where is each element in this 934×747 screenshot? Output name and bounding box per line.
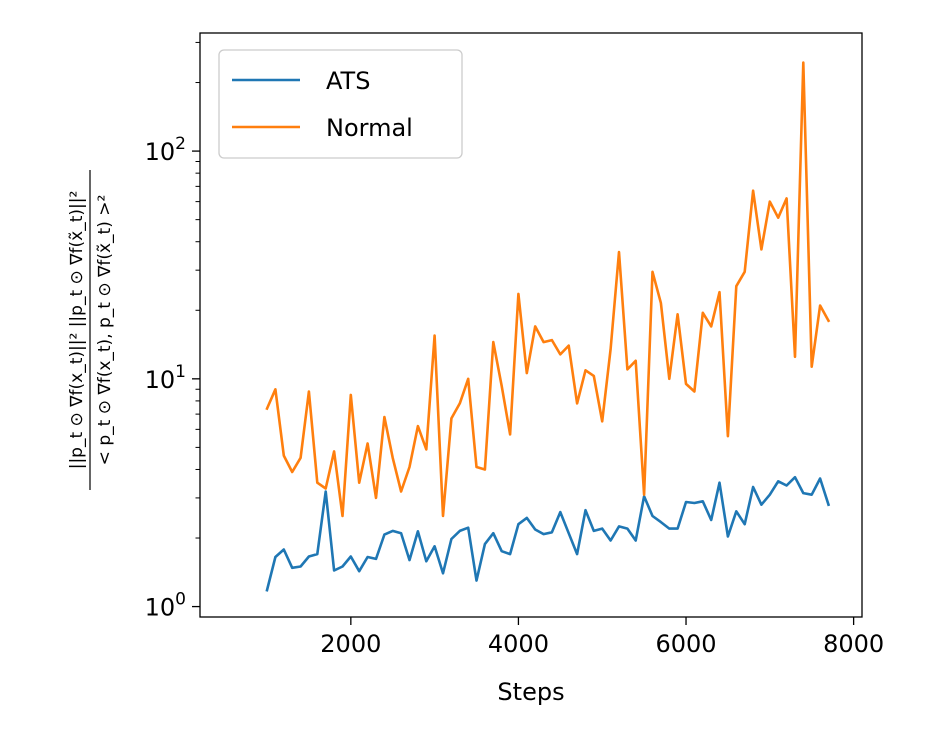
y-tick-label: 101 <box>145 362 186 394</box>
y-axis-label: ||p_t ⊙ ∇f(x_t)||² ||p_t ⊙ ∇f(x̃_t)||² <… <box>67 170 115 490</box>
series-line-ats <box>265 475 831 592</box>
y-axis-label-denominator: < p_t ⊙ ∇f(x_t), p_t ⊙ ∇f(x̃_t) >² <box>95 195 115 466</box>
legend: ATS Normal <box>218 49 463 159</box>
series-layer <box>265 61 831 592</box>
x-tick-label: 4000 <box>488 630 549 658</box>
x-tick-label: 6000 <box>655 630 716 658</box>
legend-label-normal: Normal <box>326 114 413 142</box>
y-tick-label: 102 <box>145 134 186 166</box>
series-line-normal <box>265 61 831 518</box>
legend-box <box>218 49 463 159</box>
plot-frame <box>199 32 863 618</box>
legend-label-ats: ATS <box>326 67 370 95</box>
x-axis-label: Steps <box>497 678 564 706</box>
y-tick-label: 100 <box>145 590 186 622</box>
x-tick-label: 8000 <box>823 630 884 658</box>
x-tick-label: 2000 <box>320 630 381 658</box>
y-axis-label-numerator: ||p_t ⊙ ∇f(x_t)||² ||p_t ⊙ ∇f(x̃_t)||² <box>67 191 87 470</box>
ticks-layer: 2000 4000 6000 8000 100 101 102 <box>145 41 884 658</box>
